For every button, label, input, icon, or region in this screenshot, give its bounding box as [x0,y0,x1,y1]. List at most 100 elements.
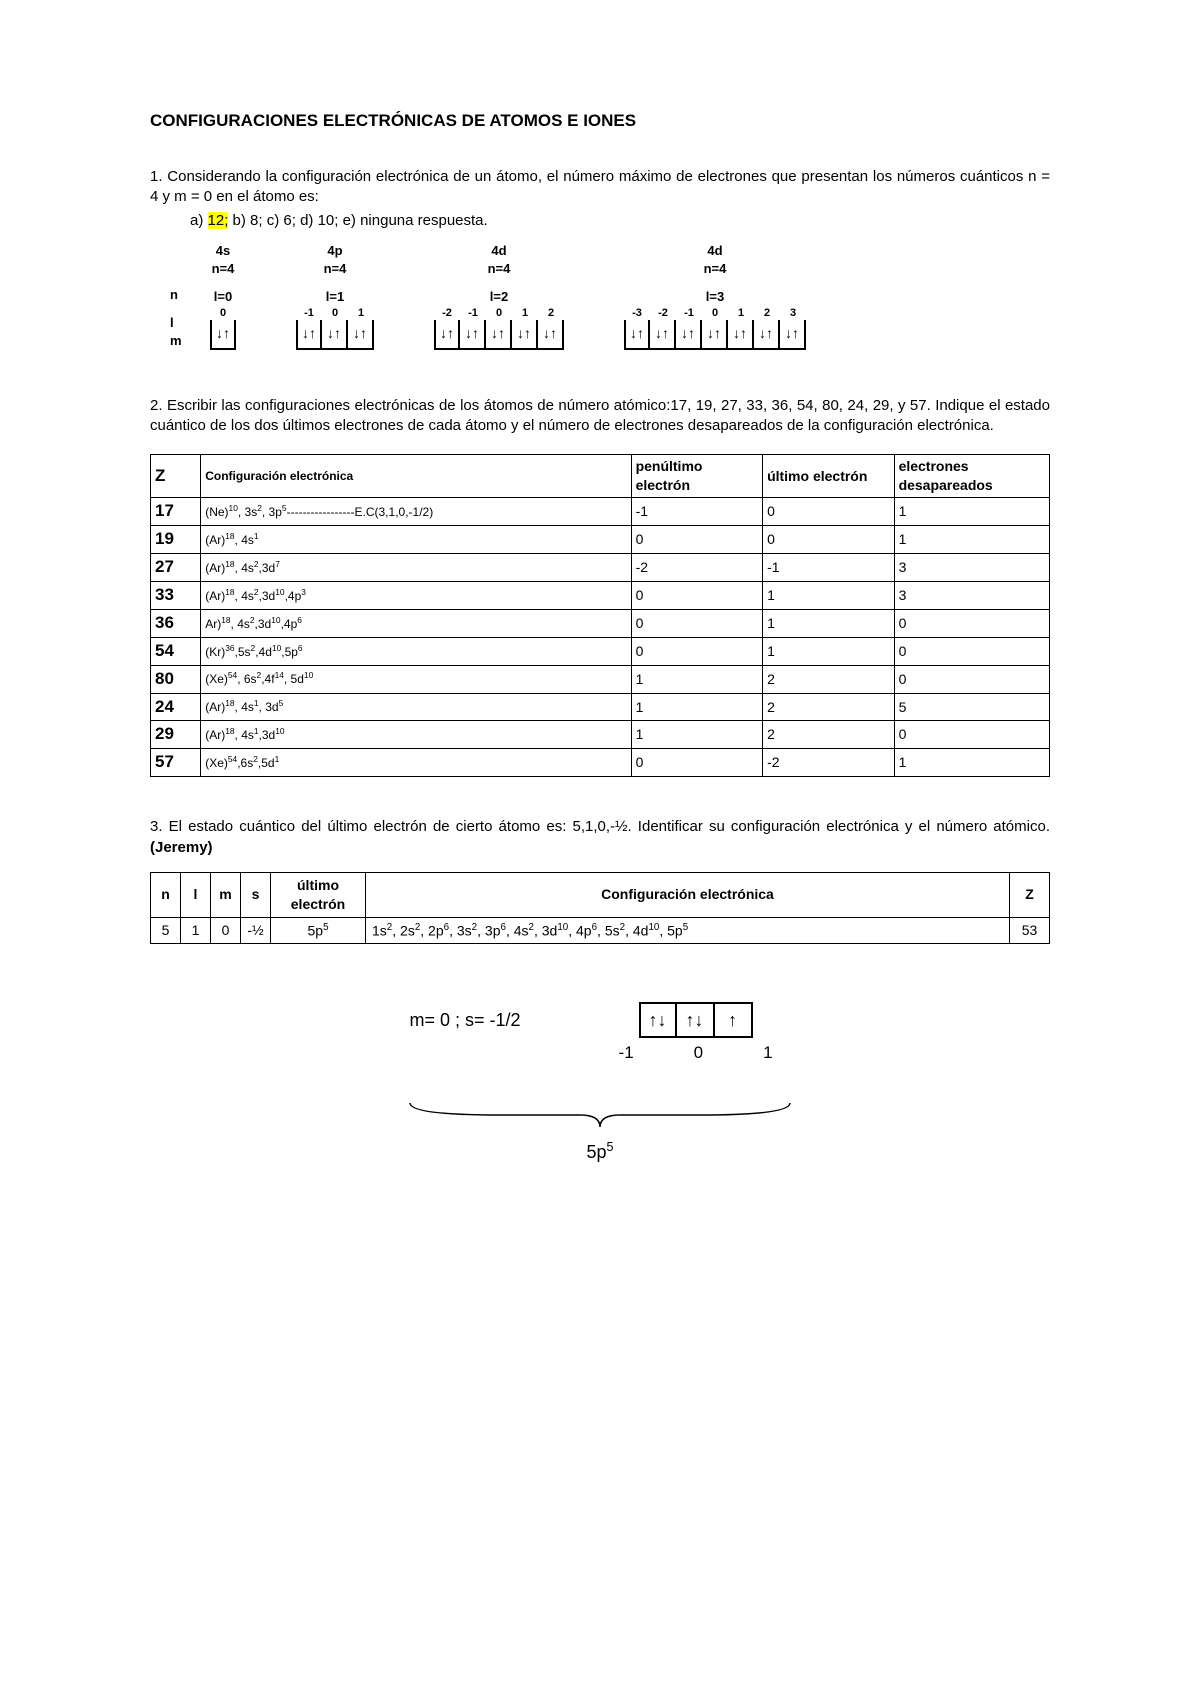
th2-ultimo: último electrón [271,872,366,917]
orbital-groups: 4sn=4l=00↓↑ 4pn=4l=1-1↓↑0↓↑1↓↑ 4dn=4l=2-2↓… [210,242,806,350]
cell-ultimo: 1 [763,609,895,637]
cell-desapareados: 3 [894,553,1049,581]
bottom-diagram: m= 0 ; s= -1/2 ↑↓↑↓↑ -1 0 1 [150,1002,1050,1065]
brace-wrap: 5p5 [150,1101,1050,1165]
th-penultimo: penúltimo electrón [631,455,763,498]
brace-icon [390,1101,810,1131]
cell-config: (Ne)10, 3s2, 3p5-----------------E.C(3,1… [201,497,631,525]
table-row: 24(Ar)18, 4s1, 3d5125 [151,693,1050,721]
cell-ultimo: 2 [763,693,895,721]
cell-penultimo: 1 [631,693,763,721]
cell-penultimo: 0 [631,749,763,777]
bottom-label: m= 0 ; s= -1/2 [409,1002,520,1032]
th2-config: Configuración electrónica [366,872,1010,917]
cell-ultimo: 1 [763,581,895,609]
label-l: l [170,314,210,332]
quantum-header-row: n l m s último electrón Configuración el… [151,872,1050,917]
cell-z: 54 [151,637,201,665]
cell-desapareados: 3 [894,581,1049,609]
cell-config: (Ar)18, 4s2,3d7 [201,553,631,581]
cell-ue: 5p5 [271,917,366,944]
page-title: CONFIGURACIONES ELECTRÓNICAS DE ATOMOS E… [150,110,1050,133]
cell-m: 0 [211,917,241,944]
q3-text: 3. El estado cuántico del último electró… [150,817,1050,858]
label-n: n [170,286,210,304]
cell-config: (Kr)36,5s2,4d10,5p6 [201,637,631,665]
cell-z: 27 [151,553,201,581]
table-row: 29(Ar)18, 4s1,3d10120 [151,721,1050,749]
th2-n: n [151,872,181,917]
cell-z: 80 [151,665,201,693]
table-row: 19(Ar)18, 4s1001 [151,525,1050,553]
cell-config: (Ar)18, 4s2,3d10,4p3 [201,581,631,609]
cell-desapareados: 0 [894,665,1049,693]
table-header-row: Z Configuración electrónica penúltimo el… [151,455,1050,498]
cell-desapareados: 0 [894,609,1049,637]
orbital-group: 4dn=4l=3-3↓↑-2↓↑-1↓↑0↓↑1↓↑2↓↑3↓↑ [624,242,806,350]
q1-opt-prefix: a) [190,212,208,229]
orbital-group: 4dn=4l=2-2↓↑-1↓↑0↓↑1↓↑2↓↑ [434,242,564,350]
cell-config: (Xe)54,6s2,5d1 [201,749,631,777]
table-row: 54(Kr)36,5s2,4d10,5p6010 [151,637,1050,665]
cell-desapareados: 0 [894,721,1049,749]
orbital-box: ↑↓ [639,1002,677,1038]
cell-z: 29 [151,721,201,749]
table-row: 80(Xe)54, 6s2,4f14, 5d10120 [151,665,1050,693]
cell-config: (Ar)18, 4s1, 3d5 [201,693,631,721]
cell-l: 1 [181,917,211,944]
brace-label: 5p5 [150,1139,1050,1164]
cell-z: 19 [151,525,201,553]
cell-desapareados: 0 [894,637,1049,665]
table-row: 27(Ar)18, 4s2,3d7-2-13 [151,553,1050,581]
q1-opt-rest: b) 8; c) 6; d) 10; e) ninguna respuesta. [228,212,487,229]
cell-penultimo: 0 [631,581,763,609]
cell-config: (Ar)18, 4s1 [201,525,631,553]
orbital-leftlabels: n l m [170,268,210,350]
cell-penultimo: 1 [631,665,763,693]
cell-desapareados: 1 [894,749,1049,777]
cell-s: -½ [241,917,271,944]
th-config: Configuración electrónica [201,455,631,498]
table-row: 17(Ne)10, 3s2, 3p5-----------------E.C(3… [151,497,1050,525]
table-row: 57(Xe)54,6s2,5d10-21 [151,749,1050,777]
cell-penultimo: -1 [631,497,763,525]
cell-ultimo: 2 [763,665,895,693]
cell-z: 17 [151,497,201,525]
orbital-box: ↑↓ [677,1002,715,1038]
bd-num: 1 [763,1042,772,1065]
config-table: Z Configuración electrónica penúltimo el… [150,454,1050,777]
q1-options: a) 12; b) 8; c) 6; d) 10; e) ninguna res… [150,211,1050,231]
orbital-box: ↑ [715,1002,753,1038]
cell-desapareados: 1 [894,525,1049,553]
bottom-m-numbers: -1 0 1 [601,1042,791,1065]
table-row: 33(Ar)18, 4s2,3d10,4p3013 [151,581,1050,609]
cell-ultimo: 0 [763,525,895,553]
cell-penultimo: -2 [631,553,763,581]
cell-z: 57 [151,749,201,777]
cell-ultimo: 2 [763,721,895,749]
q3-text-a: 3. El estado cuántico del último electró… [150,818,1050,835]
cell-penultimo: 0 [631,637,763,665]
orbital-group: 4pn=4l=1-1↓↑0↓↑1↓↑ [296,242,374,350]
bd-num: -1 [619,1042,634,1065]
th2-m: m [211,872,241,917]
th-desapareados: electrones desapareados [894,455,1049,498]
quantum-table: n l m s último electrón Configuración el… [150,872,1050,944]
cell-config: (Ar)18, 4s1,3d10 [201,721,631,749]
th2-z: Z [1010,872,1050,917]
cell-desapareados: 1 [894,497,1049,525]
cell-z: 33 [151,581,201,609]
cell-desapareados: 5 [894,693,1049,721]
cell-ultimo: -2 [763,749,895,777]
orbital-group: 4sn=4l=00↓↑ [210,242,236,350]
q3-text-b: (Jeremy) [150,839,213,856]
quantum-row: 5 1 0 -½ 5p5 1s2, 2s2, 2p6, 3s2, 3p6, 4s… [151,917,1050,944]
th-z: Z [151,455,201,498]
cell-ultimo: 0 [763,497,895,525]
orbital-diagram: n l m 4sn=4l=00↓↑ 4pn=4l=1-1↓↑0↓↑1↓↑ 4dn=4… [170,242,1050,350]
q2-text: 2. Escribir las configuraciones electrón… [150,396,1050,437]
q1-opt-highlight: 12; [208,212,229,229]
cell-config: (Xe)54, 6s2,4f14, 5d10 [201,665,631,693]
cell-penultimo: 0 [631,525,763,553]
table-row: 36Ar)18, 4s2,3d10,4p6010 [151,609,1050,637]
